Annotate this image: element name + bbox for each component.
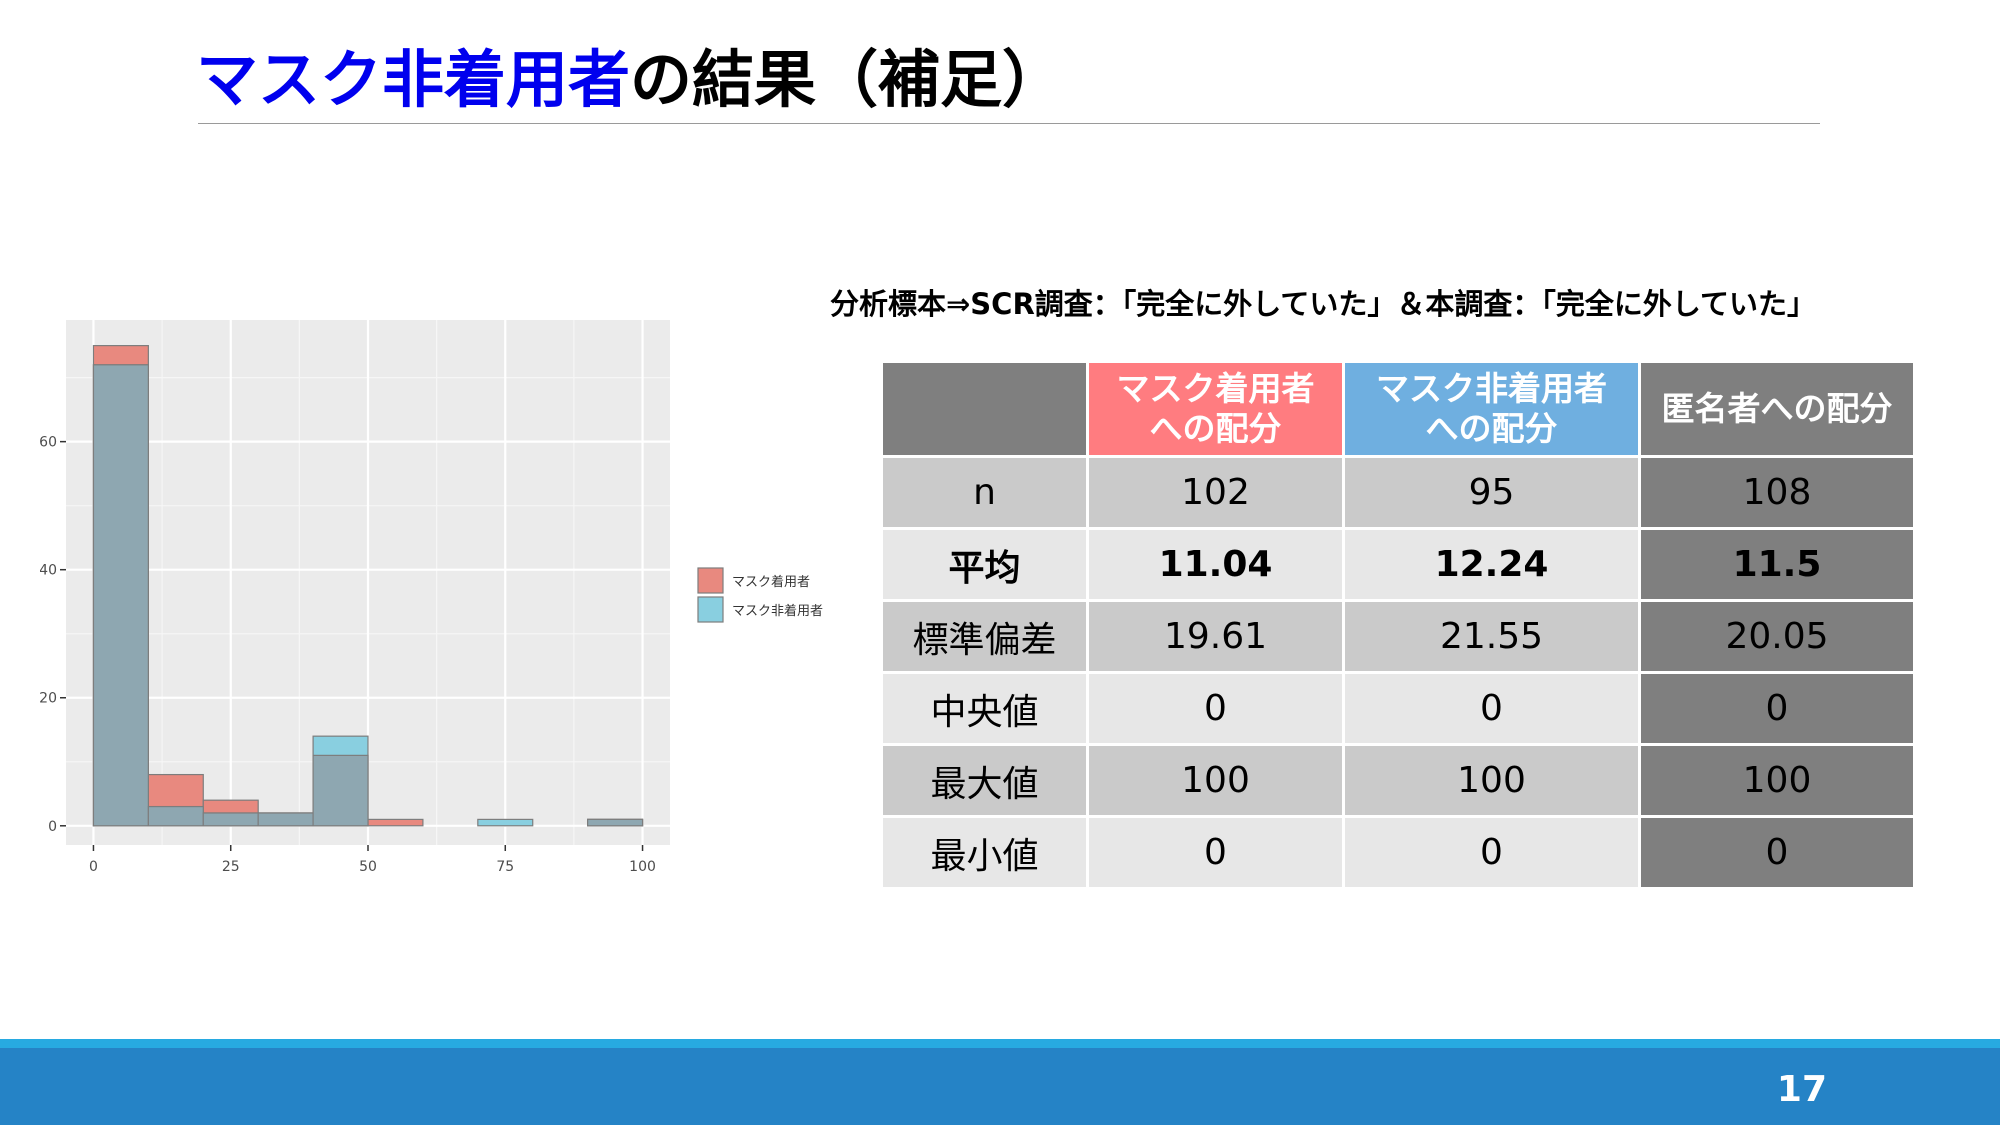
y-axis: 0 20 40 60: [40, 435, 66, 835]
bars-overlap: [92, 364, 644, 827]
cell-anonymous: 100: [1638, 743, 1916, 818]
row-label: 平均: [880, 527, 1089, 602]
legend-key: [697, 567, 724, 594]
bar-overlap: [257, 812, 314, 827]
bar-overlap: [312, 754, 369, 827]
cell-worn: 0: [1086, 815, 1345, 890]
y-tick-label: 0: [48, 819, 57, 835]
table-header-row: マスク着用者 への配分 マスク非着用者 への配分 匿名者への配分: [880, 360, 1916, 458]
cell-not-worn: 12.24: [1342, 527, 1641, 602]
row-label: 標準偏差: [880, 599, 1089, 674]
table-row-median: 中央値 0 0 0: [880, 671, 1916, 746]
header-anonymous-line1: 匿名者への配分: [1661, 389, 1893, 428]
cell-not-worn: 21.55: [1342, 599, 1641, 674]
x-tick-label: 50: [359, 859, 377, 875]
page-number: 17: [1776, 1069, 1827, 1110]
bar-worn: [367, 818, 424, 827]
cell-anonymous: 0: [1638, 671, 1916, 746]
y-tick-label: 20: [40, 691, 57, 707]
header-worn-line1: マスク着用者: [1116, 369, 1315, 408]
cell-not-worn: 95: [1342, 455, 1641, 530]
table-row-min: 最小値 0 0 0: [880, 815, 1916, 890]
bar-overlap: [202, 812, 259, 827]
cell-worn: 0: [1086, 671, 1345, 746]
footer-bar: [0, 1048, 2000, 1125]
bar-overlap: [147, 805, 204, 827]
row-label: 最小値: [880, 815, 1089, 890]
summary-table: マスク着用者 への配分 マスク非着用者 への配分 匿名者への配分 n 102 9…: [880, 360, 1916, 890]
slide-title: マスク非着用者の結果（補足）: [196, 40, 1064, 120]
header-not-worn-line2: への配分: [1425, 409, 1558, 448]
footer-accent-line: [0, 1039, 2000, 1048]
x-tick-label: 0: [89, 859, 98, 875]
header-not-worn: マスク非着用者 への配分: [1342, 360, 1641, 458]
x-tick-label: 100: [629, 859, 656, 875]
table-caption: 分析標本⇒SCR調査：「完全に外していた」＆本調査：「完全に外していた」: [830, 287, 1817, 321]
legend-label: マスク非着用者: [732, 603, 823, 619]
bar-overlap: [587, 818, 644, 827]
table-row-mean: 平均 11.04 12.24 11.5: [880, 527, 1916, 602]
slide-title-accent: マスク非着用者: [196, 43, 631, 116]
cell-anonymous: 108: [1638, 455, 1916, 530]
table-row-sd: 標準偏差 19.61 21.55 20.05: [880, 599, 1916, 674]
cell-not-worn: 0: [1342, 671, 1641, 746]
cell-worn: 19.61: [1086, 599, 1345, 674]
cell-anonymous: 11.5: [1638, 527, 1916, 602]
x-tick-label: 25: [222, 859, 240, 875]
table-row-max: 最大値 100 100 100: [880, 743, 1916, 818]
bar-overlap: [92, 364, 149, 827]
header-not-worn-line1: マスク非着用者: [1376, 369, 1607, 408]
cell-anonymous: 0: [1638, 815, 1916, 890]
row-label: 最大値: [880, 743, 1089, 818]
x-tick-label: 75: [496, 859, 514, 875]
cell-worn: 100: [1086, 743, 1345, 818]
table-row-n: n 102 95 108: [880, 455, 1916, 530]
cell-worn: 11.04: [1086, 527, 1345, 602]
y-tick-label: 60: [40, 435, 57, 451]
header-blank: [880, 360, 1089, 458]
y-tick-label: 40: [40, 563, 57, 579]
header-worn: マスク着用者 への配分: [1086, 360, 1345, 458]
title-divider: [198, 123, 1820, 124]
cell-not-worn: 100: [1342, 743, 1641, 818]
legend-label: マスク着用者: [732, 574, 810, 590]
cell-worn: 102: [1086, 455, 1345, 530]
bar-not-worn: [477, 818, 534, 827]
legend-key: [697, 596, 724, 623]
cell-not-worn: 0: [1342, 815, 1641, 890]
header-anonymous: 匿名者への配分: [1638, 360, 1916, 458]
cell-anonymous: 20.05: [1638, 599, 1916, 674]
header-worn-line2: への配分: [1149, 409, 1282, 448]
x-axis: 0 25 50 75 100: [89, 845, 656, 875]
slide-title-rest: の結果（補足）: [630, 43, 1065, 116]
row-label: 中央値: [880, 671, 1089, 746]
row-label: n: [880, 455, 1089, 530]
